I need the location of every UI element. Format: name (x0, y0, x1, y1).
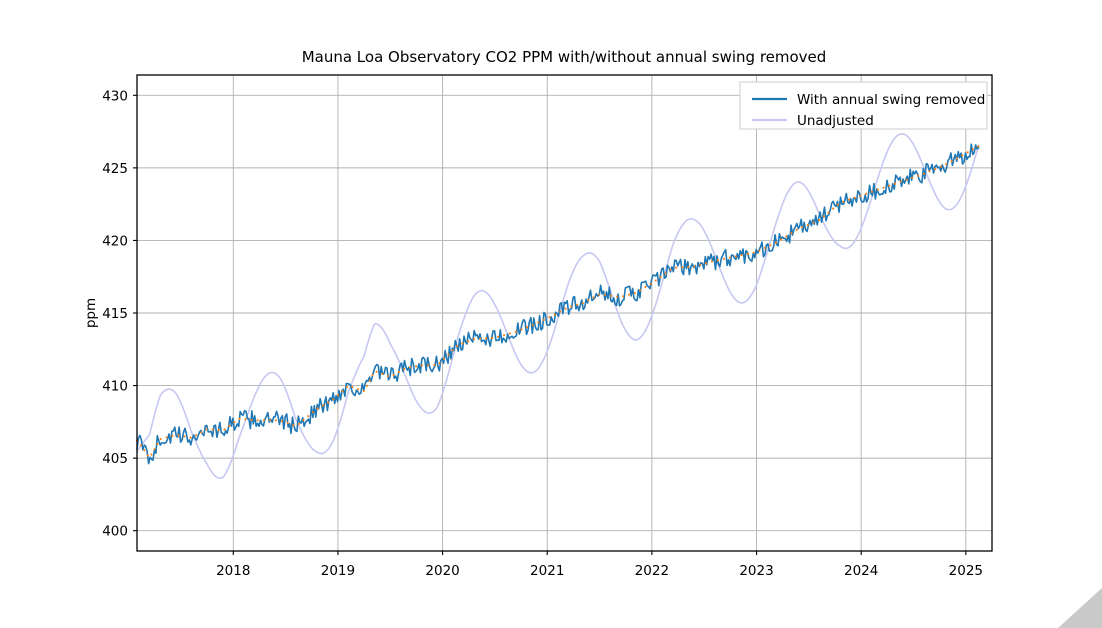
window-resize-grip[interactable] (1056, 588, 1102, 628)
series-with-annual-swing-removed (136, 143, 980, 465)
x-tick-label: 2025 (949, 563, 983, 579)
x-axis-ticks: 2018 2019 2020 2021 2022 2023 2024 2025 (216, 551, 983, 579)
x-tick-label: 2022 (635, 563, 669, 579)
series-path (136, 145, 980, 459)
x-tick-label: 2019 (321, 563, 355, 579)
x-tick-label: 2024 (844, 563, 878, 579)
x-tick-label: 2023 (739, 563, 773, 579)
chart-legend[interactable]: With annual swing removed Unadjusted (739, 81, 988, 130)
legend-items: With annual swing removed Unadjusted (752, 92, 985, 129)
y-tick-label: 400 (102, 524, 128, 540)
y-tick-label: 420 (102, 233, 128, 249)
y-axis-title: ppm (83, 298, 99, 328)
series-unadjusted (136, 133, 980, 479)
legend-label: With annual swing removed (797, 92, 985, 108)
x-tick-label: 2020 (425, 563, 459, 579)
y-tick-label: 410 (102, 379, 128, 395)
series-trend-dotted (136, 145, 980, 459)
x-tick-label: 2018 (216, 563, 250, 579)
legend-label: Unadjusted (797, 113, 874, 129)
x-tick-label: 2021 (530, 563, 564, 579)
series-path (136, 143, 980, 465)
legend-box (739, 81, 988, 130)
y-tick-label: 405 (102, 451, 128, 467)
y-axis-ticks: 400 405 410 415 420 425 430 (102, 88, 137, 540)
chart-title: Mauna Loa Observatory CO2 PPM with/witho… (302, 48, 827, 66)
y-tick-label: 430 (102, 88, 128, 104)
y-tick-label: 415 (102, 306, 128, 322)
y-tick-label: 425 (102, 161, 128, 177)
series-path (136, 133, 980, 479)
